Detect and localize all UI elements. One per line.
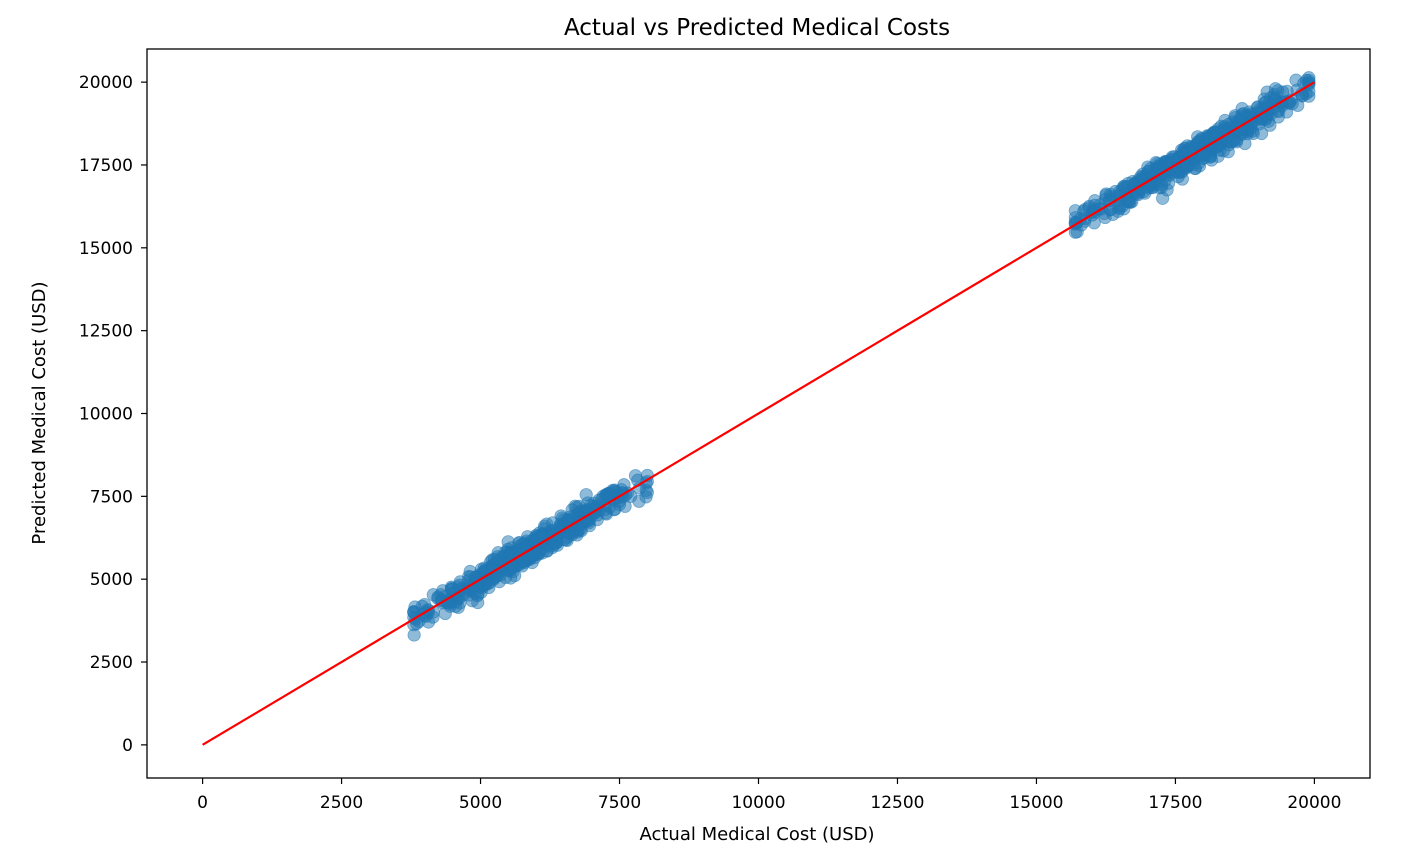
x-tick-label: 2500 [320, 793, 363, 813]
x-tick-label: 20000 [1287, 793, 1341, 813]
reference-line [202, 81, 1315, 746]
scatter-point [1221, 145, 1235, 159]
x-tick-label: 7500 [598, 793, 641, 813]
scatter-point [1191, 130, 1205, 144]
scatter-point [1260, 85, 1274, 99]
scatter-point [498, 570, 513, 585]
y-axis-ticks: 0 2500 5000 7500 10000 12500 15000 17500 20000 [79, 73, 147, 756]
scatter-point [451, 600, 465, 614]
x-axis-ticks: 0 2500 5000 7500 10000 12500 15000 17500 20000 [197, 778, 1341, 813]
y-tick-label: 7500 [90, 487, 133, 507]
x-tick-label: 17500 [1148, 793, 1202, 813]
y-tick-label: 2500 [90, 653, 133, 673]
scatter-point [618, 499, 632, 513]
y-tick-label: 10000 [79, 405, 133, 425]
x-tick-label: 5000 [459, 793, 502, 813]
scatter-point [407, 628, 421, 642]
scatter-point [515, 559, 529, 573]
scatter-point [1302, 71, 1316, 85]
scatter-points [407, 71, 1316, 642]
scatter-point [568, 499, 582, 513]
scatter-point [512, 536, 527, 550]
scatter-point [1235, 102, 1249, 116]
y-tick-label: 20000 [79, 73, 133, 93]
scatter-point [465, 594, 479, 608]
scatter-point [1263, 118, 1277, 132]
scatter-point [1255, 126, 1269, 141]
y-tick-label: 12500 [79, 322, 133, 342]
scatter-point [617, 478, 631, 492]
x-tick-label: 10000 [731, 793, 785, 813]
scatter-point [1160, 183, 1174, 197]
scatter-point [1238, 136, 1252, 151]
y-tick-label: 15000 [79, 239, 133, 259]
chart-title: Actual vs Predicted Medical Costs [564, 15, 950, 41]
x-tick-label: 15000 [1009, 793, 1063, 813]
scatter-point [579, 488, 593, 502]
scatter-point [1138, 186, 1152, 200]
scatter-point [540, 544, 554, 558]
x-axis-label: Actual Medical Cost (USD) [639, 824, 874, 845]
scatter-point [546, 516, 560, 530]
x-tick-label: 12500 [870, 793, 924, 813]
y-axis-label: Predicted Medical Cost (USD) [29, 281, 50, 544]
scatter-point [639, 483, 653, 497]
y-tick-label: 5000 [90, 570, 133, 590]
scatter-point [1188, 161, 1202, 175]
plot-frame [146, 48, 1371, 779]
scatter-point [1204, 153, 1219, 167]
scatter-point [482, 580, 496, 595]
scatter-point [487, 552, 502, 566]
scatter-point [628, 469, 643, 483]
x-tick-label: 0 [197, 793, 208, 813]
y-tick-label: 0 [122, 736, 133, 756]
scatter-point [632, 494, 646, 508]
scatter-point [607, 484, 621, 498]
scatter-point [1171, 169, 1185, 184]
y-tick-label: 17500 [79, 156, 133, 176]
